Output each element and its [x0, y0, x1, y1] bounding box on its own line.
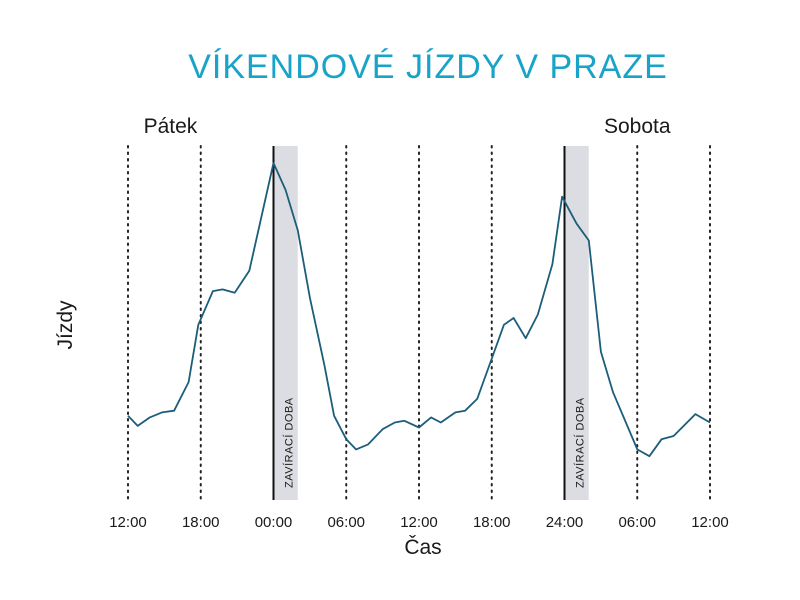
closing-band: [273, 146, 298, 500]
x-tick-label: 00:00: [255, 514, 293, 531]
y-axis-label: Jízdy: [54, 300, 77, 350]
x-tick-label: 12:00: [691, 514, 729, 531]
x-tick-label: 06:00: [618, 514, 656, 531]
gridlines: [127, 145, 711, 501]
closing-period-label: ZAVÍRACÍ DOBA: [574, 397, 587, 488]
day-label: Sobota: [604, 115, 671, 138]
x-tick-label: 18:00: [473, 514, 511, 531]
day-labels: PátekSobotaNeděle: [144, 115, 671, 138]
x-tick-label: 06:00: [327, 514, 365, 531]
x-tick-label: 24:00: [546, 514, 584, 531]
x-tick-label: 12:00: [400, 514, 438, 531]
x-tick-label: 18:00: [182, 514, 220, 531]
closing-period-label: ZAVÍRACÍ DOBA: [283, 397, 296, 488]
x-axis-label: Čas: [404, 536, 441, 559]
series-line: [127, 162, 711, 458]
day-label: Pátek: [144, 115, 198, 138]
closing-periods: ZAVÍRACÍ DOBA ZAVÍRACÍ DOBA: [272, 146, 589, 500]
x-tick-label: 12:00: [109, 514, 147, 531]
closing-band: [564, 146, 589, 500]
chart-title: VÍKENDOVÉ JÍZDY V PRAZE: [188, 48, 668, 86]
x-tick-labels: 12:00 18:00 00:00 06:00 12:00 18:00 24:00 06:00…: [109, 514, 729, 531]
series-group: [127, 162, 711, 458]
